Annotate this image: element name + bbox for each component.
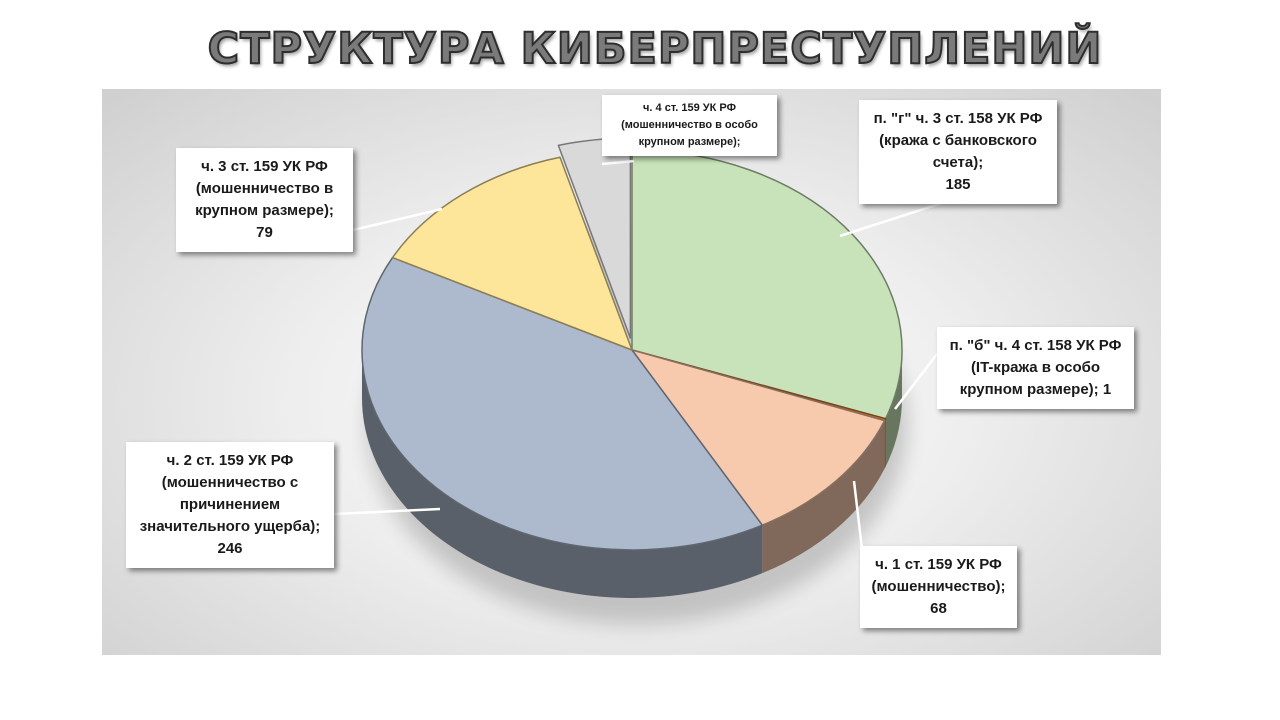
label-line: 68 <box>930 600 947 617</box>
data-label-it-kraja: п. "б" ч. 4 ст. 158 УК РФ (IT-кража в осо… <box>937 327 1134 409</box>
pie-chart <box>333 137 943 624</box>
label-line: (мошенничество); <box>871 578 1006 595</box>
label-line: (мошенничество с <box>161 474 299 491</box>
pie-slice-side <box>885 350 902 467</box>
leader-line <box>352 207 443 232</box>
label-line: значительного ущерба); <box>139 518 321 535</box>
label-line: 79 <box>256 224 273 241</box>
label-line: ч. 1 ст. 159 УК РФ <box>875 556 1002 573</box>
pie-slice-side <box>362 350 763 598</box>
label-line: 246 <box>217 540 243 557</box>
leader-lines <box>333 159 943 567</box>
pie-slice-side <box>762 420 885 574</box>
pie-slice <box>391 156 633 351</box>
leader-line <box>601 159 635 166</box>
label-line: ч. 3 ст. 159 УК РФ <box>201 158 328 175</box>
label-line: крупном размере); 1 <box>959 381 1112 398</box>
pie-slice-side <box>884 418 886 469</box>
chart-title: СТРУКТУРА КИБЕРПРЕСТУПЛЕНИЙ <box>207 23 1103 75</box>
pie-sides <box>362 350 902 598</box>
label-line: (IT-кража в особо <box>970 359 1101 376</box>
label-line: п. "б" ч. 4 ст. 158 УК РФ <box>949 337 1122 354</box>
label-line: (мошенничество в особо <box>621 119 758 131</box>
label-line: ч. 4 ст. 159 УК РФ <box>643 102 736 114</box>
pie-tops <box>361 137 903 551</box>
leader-line <box>333 507 441 516</box>
label-line: причинением <box>179 496 281 513</box>
label-line: 185 <box>945 176 971 193</box>
label-line: счета); <box>932 154 984 171</box>
label-line: ч. 2 ст. 159 УК РФ <box>166 452 294 469</box>
leader-line <box>839 201 943 238</box>
pie-slice <box>631 149 903 420</box>
leader-line <box>894 353 938 410</box>
label-line: (кража с банковского <box>879 132 1037 149</box>
data-label-ushcherb: ч. 2 ст. 159 УК РФ (мошенничество с причин… <box>126 442 334 568</box>
data-label-moshennichestvo: ч. 1 ст. 159 УК РФ (мошенничество); 68 <box>860 546 1017 628</box>
label-line: крупном размере); <box>195 202 334 219</box>
label-line: (мошенничество в <box>195 180 334 197</box>
label-line: крупном размере); <box>638 136 741 148</box>
data-label-osobo-krupny: ч. 4 ст. 159 УК РФ (мошенничество в особо… <box>602 95 777 156</box>
data-label-kraja-bank: п. "г" ч. 3 ст. 158 УК РФ (кража с банков… <box>859 100 1057 204</box>
pie-slice <box>361 256 764 551</box>
pie-slice <box>631 349 886 526</box>
data-label-krupny: ч. 3 ст. 159 УК РФ (мошенничество в крупно… <box>176 148 353 252</box>
label-line: п. "г" ч. 3 ст. 158 УК РФ <box>873 110 1043 127</box>
